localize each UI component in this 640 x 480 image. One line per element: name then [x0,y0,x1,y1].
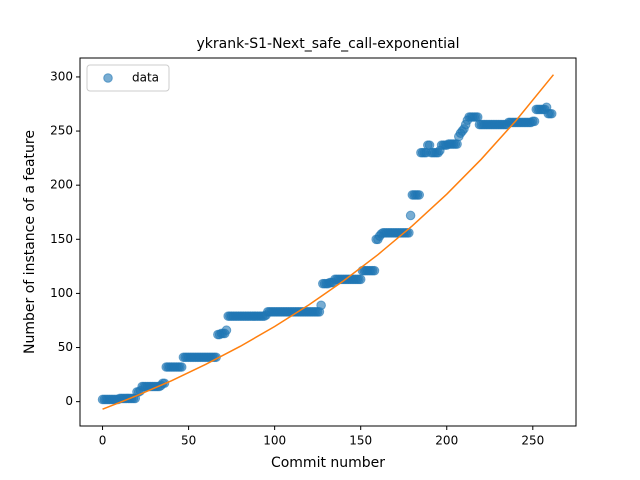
data-point [369,265,380,276]
fit-line [102,74,555,410]
data-point [414,190,425,200]
data-point [405,210,416,221]
x-axis-label: Commit number [271,455,385,471]
plot-frame [79,57,577,427]
y-tick-label: 150 [50,232,73,246]
y-tick-label: 100 [50,286,73,300]
x-tick-label: 0 [99,434,107,448]
x-tick-label: 200 [435,434,458,448]
y-axis-label: Number of instance of a feature [22,130,38,354]
y-tick-label: 50 [58,340,73,354]
y-tick-label: 250 [50,124,73,138]
data-point [355,274,366,285]
x-tick-label: 100 [263,434,286,448]
data-point [404,228,414,238]
data-point [221,325,232,336]
y-tick-label: 0 [65,394,73,408]
data-point [546,108,557,119]
data-point [316,300,326,311]
data-point [529,116,540,127]
x-tick-label: 250 [521,434,544,448]
x-tick-label: 150 [349,434,372,448]
data-point [176,362,187,372]
y-tick-label: 300 [50,69,73,83]
y-tick-label: 200 [50,178,73,192]
chart-title: ykrank-S1-Next_safe_call-exponential [196,36,459,52]
legend-box [86,64,170,92]
x-tick-label: 50 [181,434,196,448]
legend-label: data [132,71,159,85]
legend-marker [103,73,113,83]
